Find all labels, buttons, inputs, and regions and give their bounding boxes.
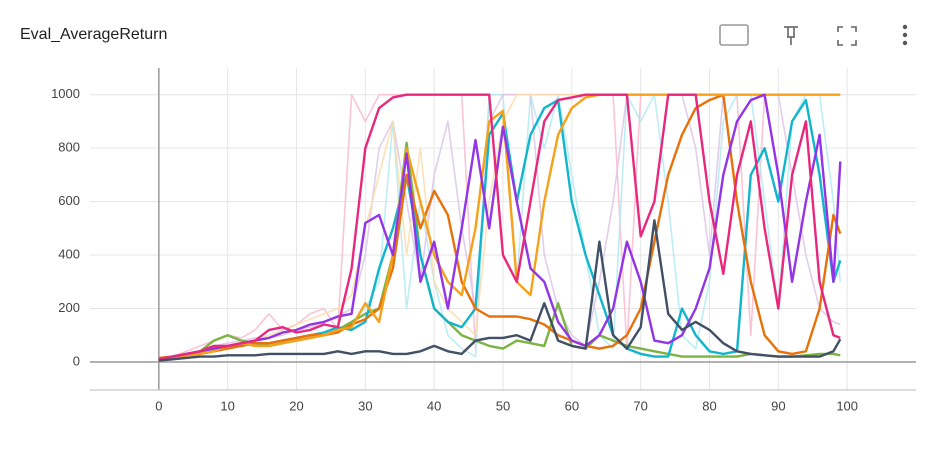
x-tick-label: 30 — [358, 398, 372, 413]
pin-button[interactable] — [784, 26, 798, 45]
x-tick-label: 100 — [836, 398, 858, 413]
x-tick-label: 60 — [565, 398, 579, 413]
x-tick-label: 0 — [155, 398, 162, 413]
y-tick-label: 400 — [58, 246, 80, 261]
y-tick-label: 1000 — [51, 86, 80, 101]
series-line — [158, 93, 842, 361]
fullscreen-button[interactable] — [837, 26, 857, 46]
y-tick-label: 600 — [58, 193, 80, 208]
series-line — [158, 93, 841, 361]
y-tick-label: 800 — [58, 140, 80, 155]
x-tick-label: 10 — [220, 398, 234, 413]
series-line — [158, 93, 842, 360]
y-tick-label: 0 — [73, 353, 80, 368]
plot-area: 0 200 400 600 800 1000 0 10 20 30 40 50 60 70 80 90 100 — [51, 68, 916, 413]
x-tick-label: 70 — [633, 398, 647, 413]
x-tick-label: 40 — [427, 398, 441, 413]
x-tick-label: 90 — [771, 398, 785, 413]
series-line — [158, 93, 841, 361]
toolbar — [719, 24, 908, 46]
x-tick-label: 80 — [702, 398, 716, 413]
x-tick-label: 50 — [496, 398, 510, 413]
y-tick-label: 200 — [58, 300, 80, 315]
fit-domain-button[interactable] — [719, 24, 749, 46]
x-tick-label: 20 — [289, 398, 303, 413]
series-line — [158, 219, 842, 362]
more-button[interactable] — [902, 24, 908, 46]
chart-title: Eval_AverageReturn — [20, 26, 167, 43]
